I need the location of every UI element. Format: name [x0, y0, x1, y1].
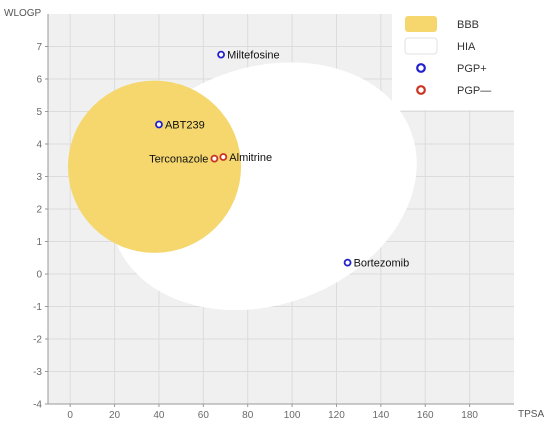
point-label-almitrine: Almitrine	[229, 152, 272, 164]
legend-label-hia: HIA	[457, 41, 476, 53]
legend-label-bbb: BBB	[457, 19, 479, 31]
legend-label-pgp: PGP—	[457, 85, 491, 97]
y-tick-label: 1	[36, 237, 42, 248]
x-tick-label: 0	[67, 410, 73, 421]
y-tick-label: 7	[36, 42, 42, 53]
point-bortezomib	[343, 258, 352, 267]
x-tick-label: 20	[109, 410, 121, 421]
y-axis-title: WLOGP	[4, 8, 42, 19]
point-label-bortezomib: Bortezomib	[354, 258, 410, 270]
point-miltefosine	[217, 50, 225, 59]
y-tick-label: 2	[36, 205, 42, 216]
y-tick-label: -2	[33, 335, 42, 346]
y-tick-label: -4	[33, 400, 42, 411]
y-tick-label: -1	[33, 302, 42, 313]
point-label-terconazole: Terconazole	[149, 154, 208, 166]
x-tick-label: 100	[284, 410, 301, 421]
y-tick-label: 0	[36, 270, 42, 281]
x-tick-label: 60	[198, 410, 210, 421]
x-tick-label: 120	[328, 410, 345, 421]
y-tick-label: 6	[36, 75, 42, 86]
point-terconazole	[210, 154, 219, 163]
point-label-abt239: ABT239	[165, 120, 205, 132]
x-axis-title: TPSA	[518, 409, 544, 420]
legend: BBB HIA PGP+ PGP—	[392, 14, 514, 110]
legend-marker-pgp	[416, 63, 426, 73]
y-tick-label: -3	[33, 367, 42, 378]
x-tick-label: 140	[373, 410, 390, 421]
x-tick-label: 80	[242, 410, 254, 421]
x-tick-label: 180	[461, 410, 478, 421]
legend-swatch-bbb	[405, 16, 437, 32]
x-tick-label: 160	[417, 410, 434, 421]
point-label-miltefosine: Miltefosine	[227, 50, 280, 62]
x-tick-label: 40	[153, 410, 165, 421]
data-points: Miltefosine ABT239 Bortezomib Terconazole Al…	[149, 50, 409, 270]
regions	[67, 62, 417, 311]
point-abt239	[155, 120, 163, 129]
legend-marker-pgp	[416, 85, 426, 95]
legend-swatch-hia	[404, 37, 438, 55]
y-tick-label: 4	[36, 140, 42, 151]
legend-label-pgp: PGP+	[457, 63, 487, 75]
point-almitrine	[219, 153, 228, 161]
axes: -4 -3 -2 -1 0 1 2 3 4 5 6 7 0 20 40 60 80 100 120 140 160 180	[33, 14, 514, 421]
region-bbb	[67, 80, 242, 253]
y-tick-label: 3	[36, 172, 42, 183]
y-tick-label: 5	[36, 107, 42, 118]
